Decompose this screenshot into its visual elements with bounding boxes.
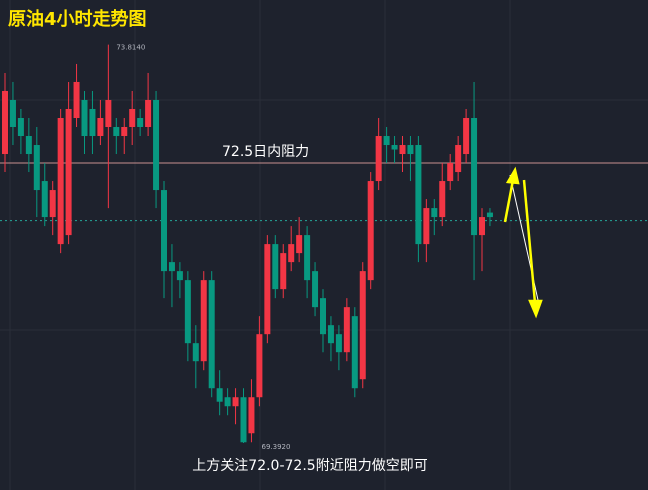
candle-body <box>327 325 334 344</box>
candle-body <box>423 208 430 245</box>
candle-body <box>9 99 16 128</box>
candle-body <box>176 271 183 281</box>
candle-body <box>455 145 462 173</box>
candle-body <box>168 262 175 272</box>
candle-body <box>224 397 231 407</box>
candle-body <box>439 181 446 218</box>
candle-body <box>335 334 342 353</box>
candle-body <box>264 244 271 335</box>
note: 上方关注72.0-72.5附近阻力做空即可 <box>192 458 427 474</box>
candle-body <box>399 145 406 155</box>
candle-body <box>240 397 247 443</box>
candle-body <box>161 190 167 272</box>
candle-body <box>391 145 398 150</box>
candle-body <box>65 108 72 236</box>
candle-body <box>471 117 478 236</box>
arrows <box>503 166 543 319</box>
candle-body <box>137 117 144 128</box>
candle-body <box>2 90 8 155</box>
candle-body <box>359 271 366 380</box>
candle-body <box>304 235 311 281</box>
candle-body <box>81 99 88 137</box>
candle-body <box>351 316 358 389</box>
candle-body <box>375 136 382 182</box>
candle-body <box>33 145 40 191</box>
candle-body <box>208 280 215 389</box>
candle-body <box>105 99 112 128</box>
candle-body <box>343 307 350 353</box>
up-arrow <box>503 179 515 223</box>
candle-body <box>463 117 470 155</box>
up-arrow-head <box>505 166 520 185</box>
candle-body <box>256 334 263 398</box>
candle-body <box>383 136 390 146</box>
candle-body <box>200 280 207 362</box>
candle-body <box>216 388 223 402</box>
candle-body <box>49 190 56 218</box>
candle-body <box>97 117 104 137</box>
candle-body <box>280 253 287 290</box>
candle-body <box>17 117 24 137</box>
candle-body <box>479 217 485 236</box>
candle-body <box>57 117 64 245</box>
min-label: 69.3920 <box>262 443 291 451</box>
candle-body <box>415 145 422 245</box>
candle-body <box>232 397 239 407</box>
candle-body <box>272 244 279 290</box>
candle-body <box>113 127 120 137</box>
candle-body <box>431 208 438 218</box>
candle-body <box>320 298 326 335</box>
max-label: 73.8140 <box>116 44 145 52</box>
down-arrow-head <box>528 299 543 319</box>
candle-body <box>447 163 454 182</box>
candle-body <box>129 108 136 128</box>
down-arrow <box>522 179 537 304</box>
candle-body <box>248 397 255 434</box>
candle-body <box>41 181 48 218</box>
candle-body <box>25 136 32 155</box>
candle-body <box>192 343 199 362</box>
candle-body <box>121 127 128 137</box>
chart-title: 原油4小时走势图 <box>8 8 147 30</box>
candle-body <box>407 145 414 155</box>
candle-body <box>367 181 374 281</box>
candle-body <box>73 81 80 118</box>
plot: 72.5日内阻力 73.8140 69.3920 <box>0 44 648 451</box>
candle-body <box>486 212 493 218</box>
candle-body <box>288 244 295 263</box>
candle-body <box>89 108 96 137</box>
candle-body <box>312 271 319 308</box>
candle-body <box>296 235 303 254</box>
resistance-label: 72.5日内阻力 <box>222 144 309 160</box>
candle-body <box>184 280 191 344</box>
candle-body <box>145 99 152 128</box>
candle-body <box>153 99 160 191</box>
